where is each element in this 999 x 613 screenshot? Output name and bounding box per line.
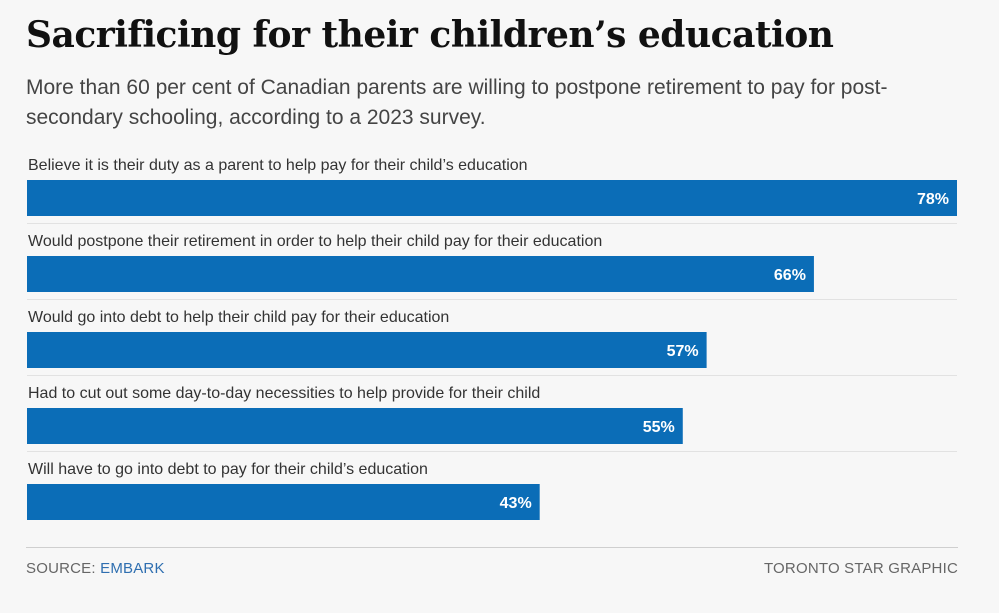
chart-subtitle: More than 60 per cent of Canadian parent… (26, 76, 888, 129)
source-link[interactable]: EMBARK (100, 560, 165, 577)
bar (27, 408, 683, 444)
value-label: 57% (667, 343, 699, 360)
category-label: Had to cut out some day-to-day necessiti… (28, 385, 540, 402)
category-label: Believe it is their duty as a parent to … (28, 157, 528, 174)
category-label: Would go into debt to help their child p… (28, 309, 449, 326)
footer-divider (26, 547, 958, 548)
source-prefix: SOURCE: (26, 560, 96, 577)
graphic-credit: TORONTO STAR GRAPHIC (763, 560, 958, 577)
value-label: 78% (917, 191, 949, 208)
category-label: Will have to go into debt to pay for the… (28, 461, 428, 478)
bar (27, 180, 957, 216)
chart-title: Sacrificing for their children’s educati… (26, 14, 834, 56)
value-label: 43% (500, 495, 532, 512)
bar (27, 484, 540, 520)
bar (27, 256, 814, 292)
value-label: 66% (774, 267, 806, 284)
value-label: 55% (643, 419, 675, 436)
category-label: Would postpone their retirement in order… (28, 233, 602, 250)
bar (27, 332, 707, 368)
source-note: SOURCE: EMBARK (26, 560, 165, 577)
